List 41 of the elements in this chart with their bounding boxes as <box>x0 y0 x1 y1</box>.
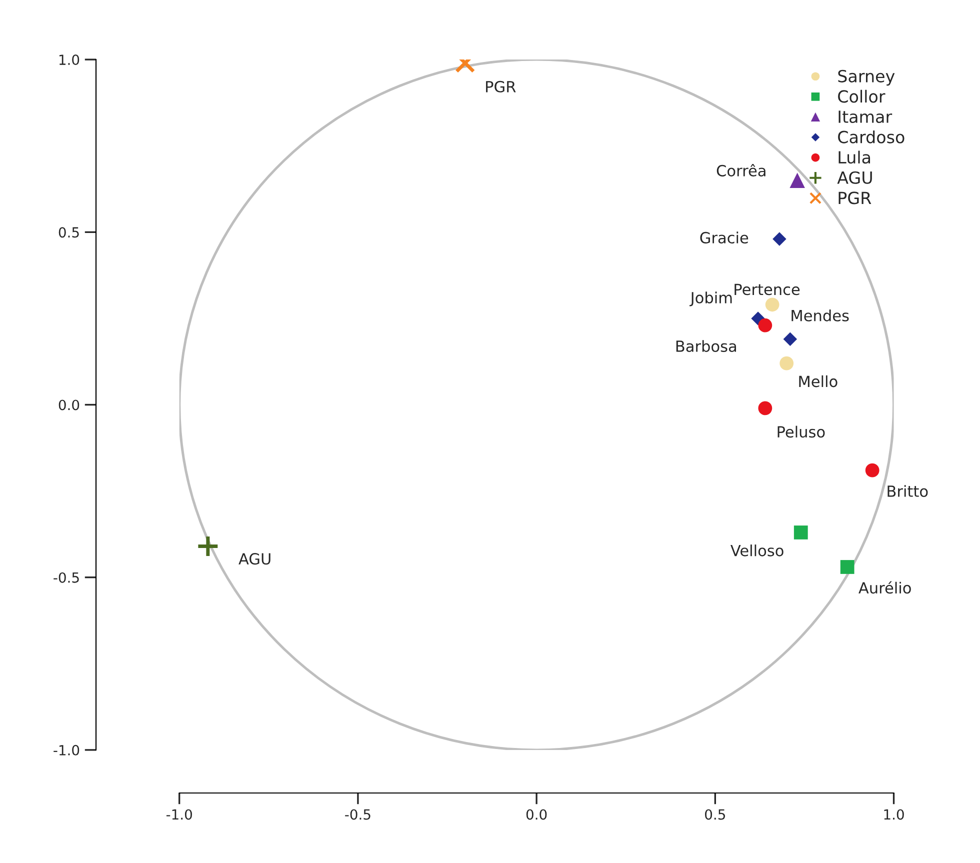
y-tick-label: 0.0 <box>58 400 80 410</box>
legend-label: Collor <box>838 90 886 103</box>
y-tick-label: -1.0 <box>54 744 80 756</box>
annotation: Pertence <box>734 284 800 296</box>
legend-label: PGR <box>838 192 872 204</box>
point <box>790 172 805 188</box>
legend-label: AGU <box>837 171 872 184</box>
point <box>865 463 880 478</box>
y-tick-label: 1.0 <box>59 54 80 66</box>
annotation: Corrêa <box>716 164 766 176</box>
x-tick-label: -0.5 <box>345 809 370 820</box>
annotation: Britto <box>888 485 928 497</box>
point <box>196 534 220 558</box>
annotation: Mendes <box>792 310 849 322</box>
legend-label: Itamar <box>838 110 892 124</box>
annotation: Barbosa <box>676 340 736 352</box>
point <box>765 298 780 312</box>
annotation: Mello <box>799 375 838 388</box>
point <box>758 318 772 332</box>
annotation: AGU <box>238 553 270 565</box>
legend-label: Lula <box>838 150 870 164</box>
point <box>772 232 786 246</box>
point <box>758 401 772 416</box>
legend-label: Sarney <box>838 70 895 86</box>
annotation: Jobim <box>690 292 732 306</box>
x-tick-label: 0.5 <box>705 809 725 820</box>
annotation: Velloso <box>730 544 784 556</box>
x-tick-label: 0.0 <box>526 809 547 820</box>
annotation: PGR <box>486 80 516 92</box>
point <box>780 356 794 370</box>
x-tick-label: 1.0 <box>884 809 904 820</box>
y-tick-label: 0.5 <box>58 227 79 238</box>
annotation: Aurélio <box>858 581 911 594</box>
point <box>840 560 854 574</box>
annotation: Gracie <box>700 232 748 244</box>
point <box>794 526 808 540</box>
y-tick-label: -0.5 <box>54 572 79 583</box>
point <box>783 332 798 346</box>
annotation: Peluso <box>778 426 825 438</box>
x-tick-label: -1.0 <box>166 809 192 820</box>
legend-label: Cardoso <box>838 130 904 144</box>
